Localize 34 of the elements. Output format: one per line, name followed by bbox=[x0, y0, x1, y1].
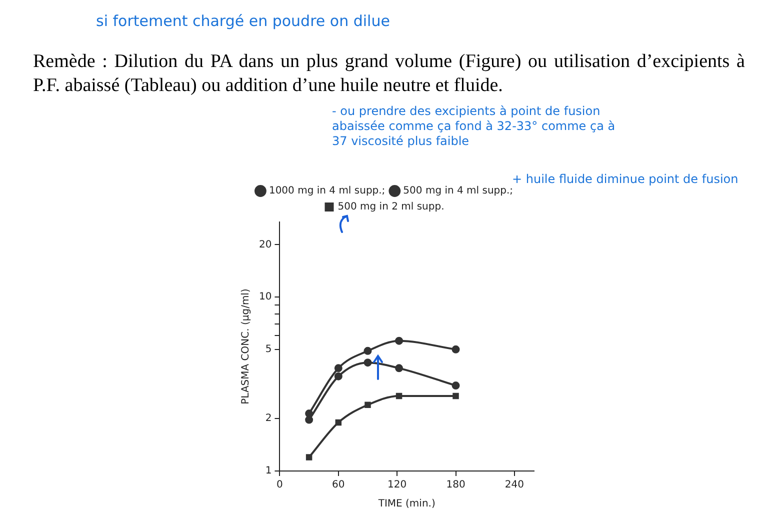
point bbox=[364, 346, 372, 355]
point bbox=[306, 454, 312, 460]
point bbox=[395, 336, 404, 345]
point bbox=[305, 416, 314, 424]
point bbox=[452, 345, 460, 354]
text: + huile fluide diminue point de fusion bbox=[512, 172, 738, 186]
point bbox=[452, 382, 460, 390]
legend-label: 1000 mg in 4 ml supp.; bbox=[268, 186, 386, 197]
point bbox=[334, 372, 342, 380]
legend-label: 500 mg in 2 ml supp. bbox=[338, 202, 444, 213]
text: si fortement chargé en poudre on dilue bbox=[96, 12, 390, 30]
x-tick-label: 180 bbox=[446, 480, 466, 491]
point bbox=[364, 402, 371, 408]
point bbox=[334, 364, 342, 372]
y-axis-title: PLASMA CONC. (µg/ml) bbox=[240, 288, 252, 404]
y-tick-label: 2 bbox=[265, 413, 272, 424]
point bbox=[396, 392, 402, 400]
point bbox=[364, 358, 372, 367]
y-tick-label: 10 bbox=[258, 292, 272, 303]
x-tick-label: 240 bbox=[504, 480, 524, 491]
y-tick-label: 5 bbox=[265, 344, 272, 355]
text: Remède : Dilution du PA dans un plus grand volume (Figure) ou utilisation d’excipients à P.F. abaissé (Tableau) ou addition d’une huile neutre et fluide. bbox=[33, 50, 745, 98]
x-tick-label: 60 bbox=[332, 480, 345, 491]
y-tick-label: 1 bbox=[265, 466, 272, 477]
point bbox=[395, 364, 404, 372]
legend-label: 500 mg in 4 ml supp.; bbox=[403, 186, 514, 197]
x-tick-label: 0 bbox=[276, 480, 283, 491]
x-axis-title: TIME (min.) bbox=[377, 498, 436, 510]
text: - ou prendre des excipients à point de fusion abaissée comme ça fond à 32-33° comme ça à 37 viscosité plus faible bbox=[332, 104, 616, 149]
point bbox=[452, 392, 459, 400]
point bbox=[335, 419, 342, 426]
y-tick-label: 20 bbox=[258, 239, 272, 250]
point bbox=[305, 410, 314, 418]
x-tick-label: 120 bbox=[388, 480, 407, 491]
